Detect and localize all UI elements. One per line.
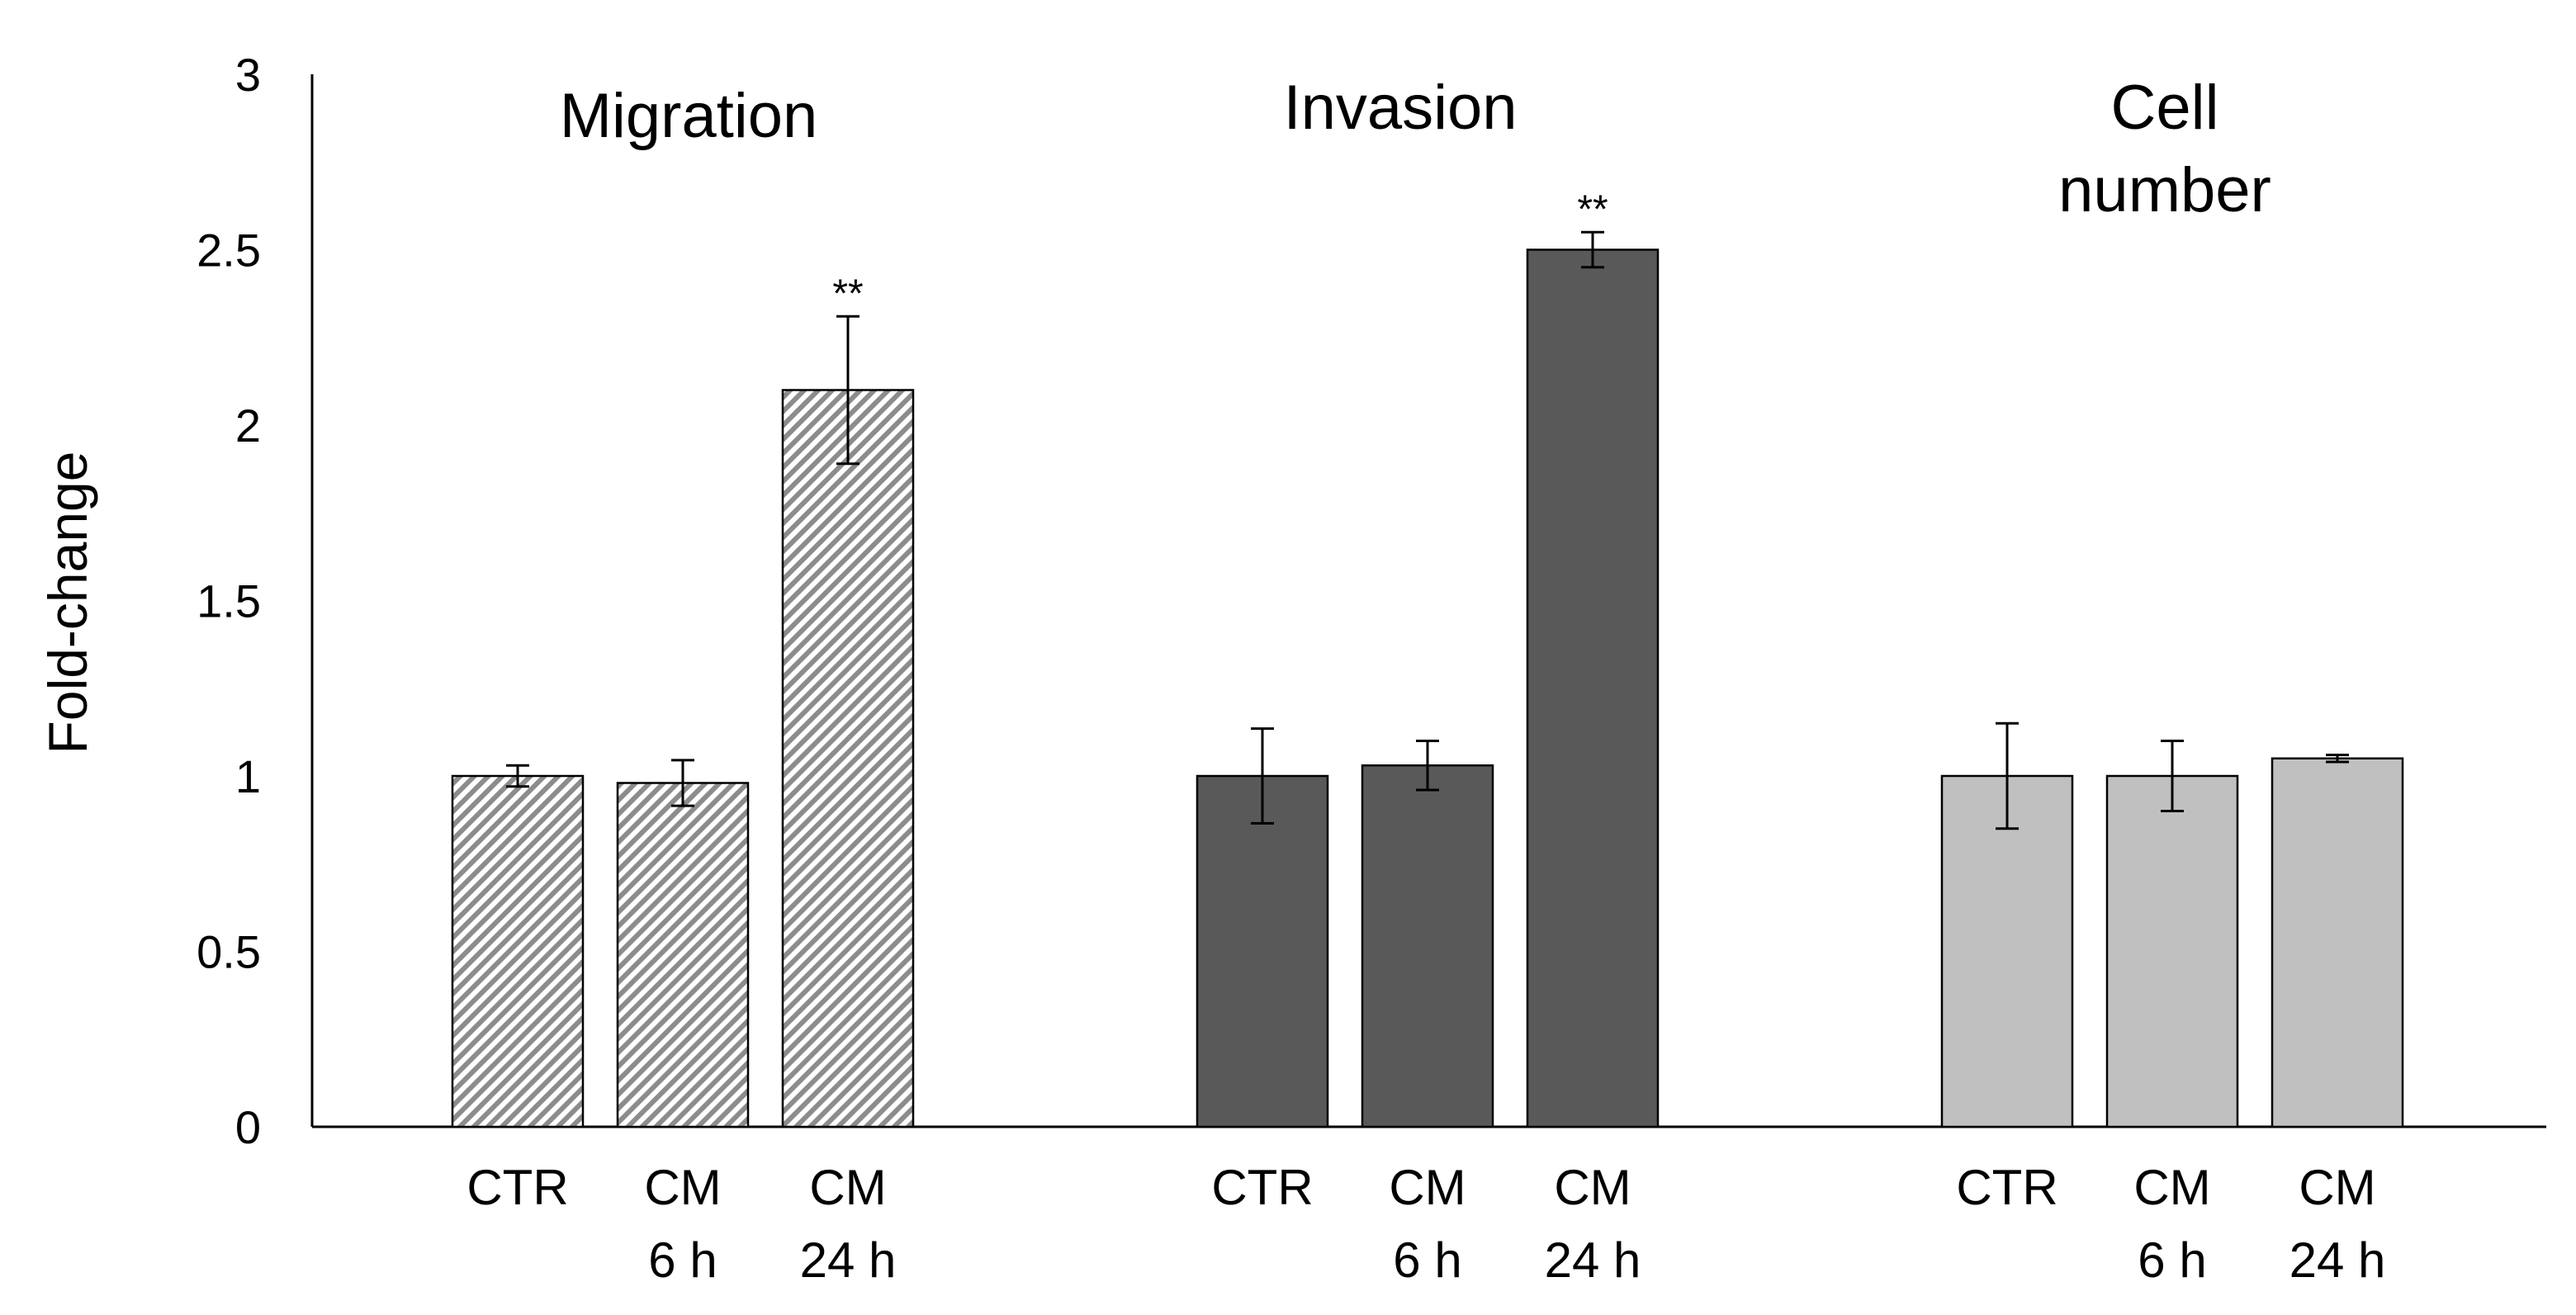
bar [1361, 764, 1494, 1128]
category-label-line: CM [809, 1160, 886, 1215]
category-label-line: CM [644, 1160, 721, 1215]
y-tick-label: 2.5 [197, 225, 261, 277]
category-label: CM 6 h [644, 1160, 721, 1288]
bar [781, 389, 915, 1128]
group-title-line: Migration [560, 81, 818, 151]
category-label-line: 24 h [2290, 1232, 2386, 1288]
group-title-line: number [2058, 155, 2271, 225]
y-tick-label: 3 [235, 49, 261, 101]
category-label: CM 24 h [800, 1160, 897, 1288]
significance-marker: ** [832, 272, 863, 315]
y-tick-label: 0 [235, 1101, 261, 1153]
category-label: CTR [1211, 1160, 1313, 1215]
y-tick-label: 0.5 [197, 926, 261, 978]
category-label-line: 24 h [800, 1232, 897, 1288]
bar [2271, 757, 2404, 1128]
category-label-line: CM [1389, 1160, 1466, 1215]
y-tick-label: 1.5 [197, 575, 261, 627]
category-label-line: 6 h [648, 1232, 717, 1288]
category-label-line: CTR [1211, 1160, 1313, 1215]
bar [1196, 774, 1329, 1128]
group-title: Cell number [2058, 73, 2271, 225]
category-label-line: 6 h [2138, 1232, 2206, 1288]
category-label-line: CTR [1956, 1160, 2057, 1215]
labels: 0 0.5 1 1.5 2 2.5 3 Fold-change Migration CTR CM 6 … [37, 49, 2385, 1288]
bar [616, 782, 750, 1128]
bar [1940, 774, 2074, 1128]
category-label: CM 6 h [2133, 1160, 2210, 1288]
category-label: CTR [1956, 1160, 2057, 1215]
group-title-line: Invasion [1283, 73, 1517, 143]
category-label: CM 24 h [2290, 1160, 2386, 1288]
category-label: CM 6 h [1389, 1160, 1466, 1288]
category-label-line: CM [2299, 1160, 2375, 1215]
y-tick-label: 1 [235, 750, 261, 802]
category-label-line: 6 h [1393, 1232, 1461, 1288]
category-label-line: CM [2133, 1160, 2210, 1215]
bar [2105, 774, 2239, 1128]
group-title: Invasion [1283, 73, 1517, 143]
category-label-line: CTR [466, 1160, 568, 1215]
significance-marker: ** [1577, 187, 1608, 231]
bar [451, 774, 585, 1128]
y-tick-label: 2 [235, 400, 261, 452]
y-axis-label: Fold-change [37, 452, 98, 754]
group-title: Migration [560, 81, 818, 151]
bar [1526, 248, 1660, 1128]
bars [451, 230, 2404, 1128]
category-label: CM 24 h [1545, 1160, 1641, 1288]
group-title-line: Cell [2111, 73, 2219, 143]
category-label-line: 24 h [1545, 1232, 1641, 1288]
category-label: CTR [466, 1160, 568, 1215]
category-label-line: CM [1554, 1160, 1631, 1215]
